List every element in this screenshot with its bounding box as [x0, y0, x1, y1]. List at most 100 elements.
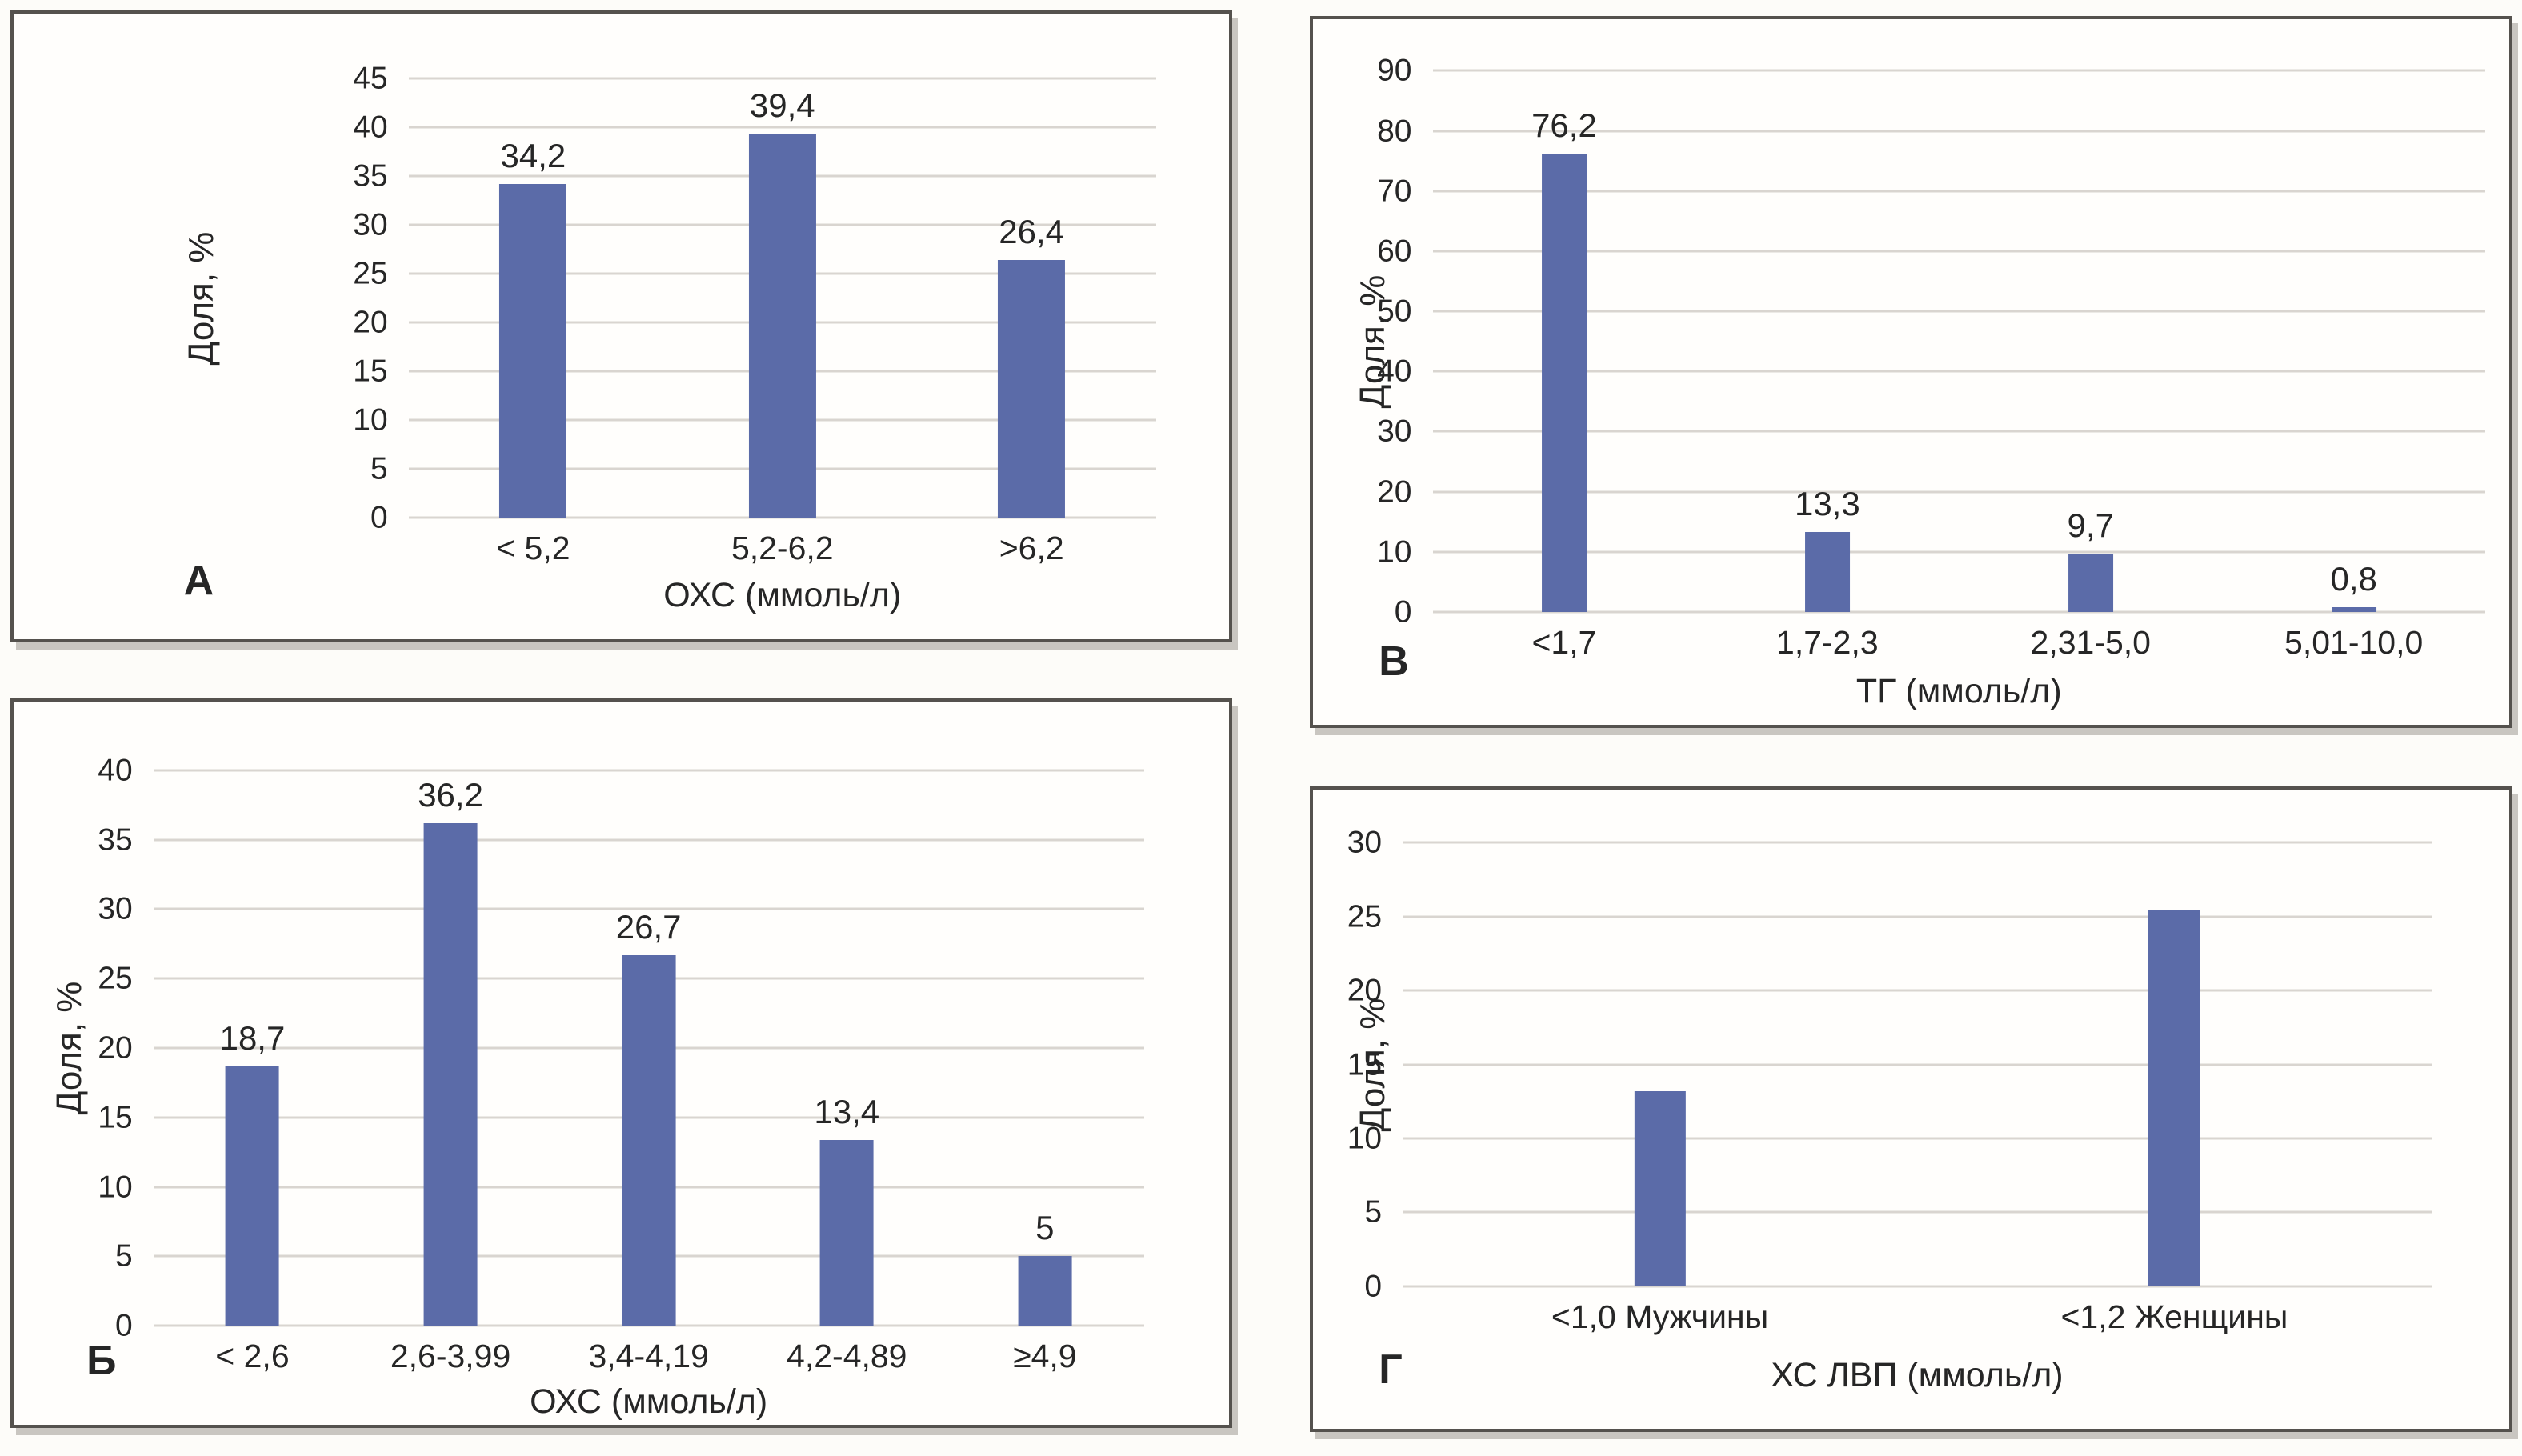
panel-letter: В [1379, 638, 1409, 686]
chart-panel-a: Доля, % ОХС (ммоль/л) 0 5 10 15 20 25 30 35 40 45… [10, 10, 1232, 642]
gridline [1432, 250, 2486, 253]
y-axis-title: Доля, % [49, 981, 89, 1115]
x-axis-category-label: < 5,2 [496, 530, 570, 567]
y-axis-tick-label: 10 [1377, 534, 1412, 570]
gridline [1432, 69, 2486, 72]
bar [622, 954, 676, 1326]
x-axis-category-label: >6,2 [999, 530, 1064, 567]
gridline [408, 126, 1156, 129]
x-axis-title: ХС ЛВП (ммоль/л) [1771, 1355, 2064, 1394]
x-axis-title: ОХС (ммоль/л) [663, 576, 902, 615]
bar [499, 184, 567, 518]
y-axis-tick-label: 25 [1347, 899, 1383, 934]
gridline [1432, 490, 2486, 494]
chart-panel-b: Доля, % ОХС (ммоль/л) 0 5 10 15 20 25 30 35 40 18… [10, 698, 1232, 1428]
gridline [1403, 1063, 2432, 1066]
gridline [1432, 190, 2486, 193]
gridline [1432, 130, 2486, 133]
x-axis-category-label: <1,7 [1531, 623, 1597, 661]
data-label: 0,8 [2330, 559, 2377, 598]
bar [998, 260, 1066, 518]
gridline [1403, 1137, 2432, 1140]
plot-area: ОХС (ммоль/л) 0 5 10 15 20 25 30 35 40 45 34,2 < 5,… [353, 63, 1156, 613]
bar [1634, 1090, 1686, 1286]
y-axis-title: Доля, % [182, 231, 222, 366]
y-axis-tick-label: 20 [98, 1030, 133, 1066]
chart-panel-v: Доля, % ТГ (ммоль/л) 0 10 20 30 40 50 60 70 80 90… [1310, 16, 2512, 728]
x-axis-category-label: 2,6-3,99 [390, 1338, 511, 1375]
gridline [153, 838, 1144, 842]
y-axis-tick-label: 30 [98, 891, 133, 926]
x-axis-category-label: <1,0 Мужчины [1551, 1298, 1769, 1335]
data-label: 13,3 [1794, 484, 1860, 522]
x-axis-category-label: ≥4,9 [1013, 1338, 1077, 1375]
gridline [1432, 370, 2486, 373]
y-axis-tick-label: 5 [114, 1238, 133, 1274]
gridline [1432, 430, 2486, 433]
x-axis-category-label: 5,2-6,2 [731, 530, 834, 567]
gridline [1403, 915, 2432, 918]
x-axis-category-label: 2,31-5,0 [2030, 623, 2151, 661]
panel-letter: А [183, 558, 214, 605]
y-axis-tick-label: 20 [1347, 973, 1383, 1008]
y-axis-tick-label: 15 [353, 354, 388, 389]
y-axis-tick-label: 35 [353, 158, 388, 194]
bar [226, 1066, 279, 1326]
gridline [153, 769, 1144, 772]
x-axis-category-label: < 2,6 [215, 1338, 290, 1375]
plot-area: ТГ (ммоль/л) 0 10 20 30 40 50 60 70 80 90 76,2 <1,7… [1377, 55, 2486, 708]
gridline [153, 907, 1144, 910]
y-axis-tick-label: 10 [1347, 1121, 1383, 1156]
panel-letter: Г [1379, 1346, 1403, 1394]
bar [1541, 154, 1587, 612]
y-axis-tick-label: 90 [1377, 53, 1412, 88]
y-axis-tick-label: 10 [98, 1170, 133, 1205]
panel-letter: Б [86, 1337, 117, 1384]
data-label: 26,7 [615, 907, 682, 946]
gridline [1432, 550, 2486, 554]
y-axis-tick-label: 25 [353, 256, 388, 291]
x-axis-category-label: 1,7-2,3 [1776, 623, 1879, 661]
y-axis-tick-label: 60 [1377, 234, 1412, 269]
x-axis-category-label: <1,2 Женщины [2060, 1298, 2288, 1335]
bar [1018, 1256, 1072, 1326]
x-axis-category-label: 3,4-4,19 [588, 1338, 709, 1375]
data-label: 26,4 [999, 213, 1065, 251]
bar [2068, 553, 2113, 612]
x-axis-title: ТГ (ммоль/л) [1855, 671, 2062, 710]
data-label: 18,7 [219, 1018, 286, 1057]
y-axis-tick-label: 15 [98, 1100, 133, 1135]
data-label: 5 [1035, 1209, 1055, 1247]
y-axis-tick-label: 20 [1377, 474, 1412, 510]
y-axis-tick-label: 30 [353, 207, 388, 242]
y-axis-tick-label: 35 [98, 822, 133, 858]
y-axis-tick-label: 0 [1394, 594, 1412, 630]
gridline [1432, 610, 2486, 614]
chart-panel-g: Доля, % ХС ЛВП (ммоль/л) 0 5 10 15 20 25 30 <1,… [1310, 786, 2512, 1432]
bar [2331, 606, 2376, 612]
y-axis-tick-label: 40 [1377, 354, 1412, 389]
x-axis-category-label: 5,01-10,0 [2284, 623, 2424, 661]
y-axis-tick-label: 0 [1364, 1269, 1383, 1304]
y-axis-tick-label: 0 [370, 500, 388, 535]
gridline [408, 77, 1156, 80]
y-axis-tick-label: 50 [1377, 294, 1412, 329]
y-axis-tick-label: 80 [1377, 114, 1412, 149]
bar [748, 133, 816, 518]
bar [2148, 909, 2200, 1286]
y-axis-tick-label: 15 [1347, 1047, 1383, 1082]
data-label: 9,7 [2067, 506, 2114, 544]
y-axis-tick-label: 30 [1377, 414, 1412, 449]
data-label: 39,4 [749, 86, 815, 124]
data-label: 76,2 [1531, 106, 1597, 145]
bar [1804, 531, 1850, 612]
gridline [1403, 1285, 2432, 1288]
y-axis-tick-label: 40 [98, 753, 133, 788]
plot-area: ОХС (ммоль/л) 0 5 10 15 20 25 30 35 40 18,7 < 2,6 3… [98, 754, 1144, 1419]
x-axis-category-label: 4,2-4,89 [787, 1338, 907, 1375]
data-label: 34,2 [500, 137, 566, 175]
y-axis-tick-label: 0 [114, 1308, 133, 1343]
data-label: 36,2 [418, 775, 483, 814]
gridline [1403, 841, 2432, 844]
